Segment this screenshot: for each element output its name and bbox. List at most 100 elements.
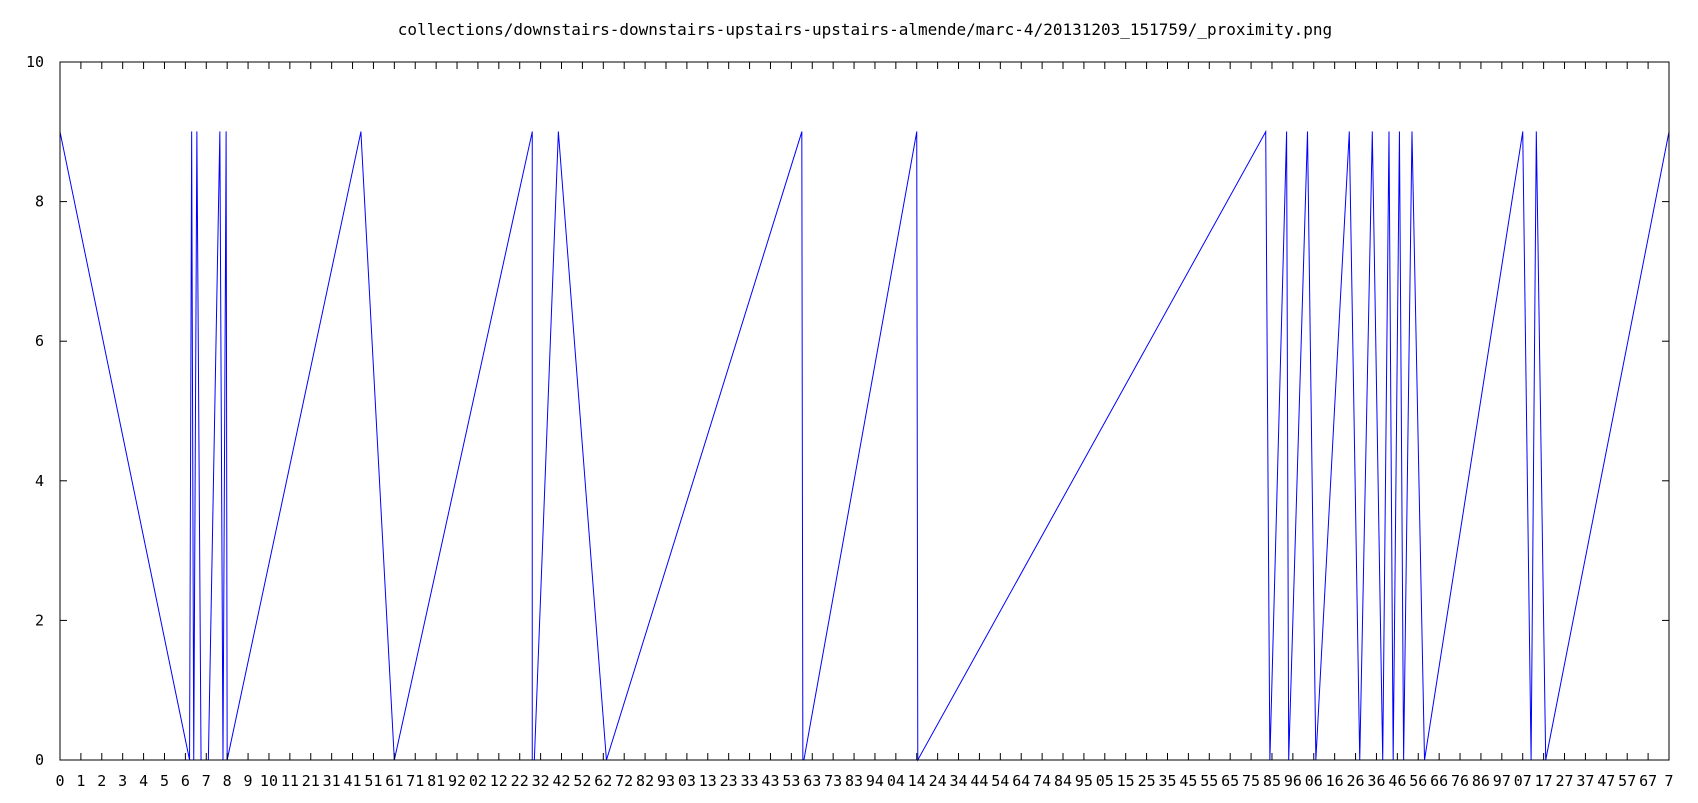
plot-frame	[59, 61, 1670, 761]
x-tick-label: 64	[1012, 772, 1030, 790]
x-tick-label: 24	[929, 772, 947, 790]
x-tick-label: 67	[1639, 772, 1657, 790]
x-tick-label: 26	[1347, 772, 1365, 790]
series-1-point	[191, 131, 193, 133]
x-tick-label: 27	[1555, 772, 1573, 790]
x-tick-label: 93	[657, 772, 675, 790]
x-tick-label: 9	[244, 772, 253, 790]
x-tick-label: 65	[1221, 772, 1239, 790]
x-tick-label: 53	[782, 772, 800, 790]
y-tick-label: 6	[35, 332, 44, 350]
series-1-point	[360, 131, 362, 133]
series-1-point	[1522, 131, 1524, 133]
x-tick-label: 95	[1075, 772, 1093, 790]
x-tick-label: 7	[202, 772, 211, 790]
x-tick-label: 25	[1138, 772, 1156, 790]
x-tick-label: 36	[1367, 772, 1385, 790]
x-tick-label: 17	[1535, 772, 1553, 790]
x-tick-label: 22	[511, 772, 529, 790]
x-tick-label: 13	[699, 772, 717, 790]
x-tick-label: 7	[1664, 772, 1673, 790]
x-tick-label: 1	[76, 772, 85, 790]
x-tick-label: 0	[55, 772, 64, 790]
x-tick-label: 97	[1493, 772, 1511, 790]
series-1-point	[1306, 131, 1309, 133]
x-tick-label: 84	[1054, 772, 1072, 790]
x-tick-label: 02	[469, 772, 487, 790]
x-tick-label: 71	[406, 772, 424, 790]
x-tick-label: 85	[1263, 772, 1281, 790]
x-tick-label: 41	[344, 772, 362, 790]
x-tick-label: 11	[281, 772, 299, 790]
x-tick-label: 2	[97, 772, 106, 790]
x-tick-label: 35	[1158, 772, 1176, 790]
x-tick-label: 3	[118, 772, 127, 790]
y-tick-label: 10	[26, 53, 44, 71]
x-tick-label: 62	[594, 772, 612, 790]
x-tick-label: 92	[448, 772, 466, 790]
chart-title: collections/downstairs-downstairs-upstai…	[398, 20, 1332, 39]
x-tick-label: 57	[1618, 772, 1636, 790]
x-tick-label: 46	[1388, 772, 1406, 790]
x-tick-label: 05	[1096, 772, 1114, 790]
x-tick-label: 74	[1033, 772, 1051, 790]
x-tick-label: 81	[427, 772, 445, 790]
x-tick-label: 83	[845, 772, 863, 790]
x-tick-label: 86	[1472, 772, 1490, 790]
series-1-point	[916, 131, 918, 133]
x-tick-label: 21	[302, 772, 320, 790]
series-1-point	[1398, 131, 1401, 133]
x-axis: 0 1 2 3 4 5 6 7 8 9 10 11 21 31 41 51 61 71 81 92 02 12 22 32 42…	[55, 62, 1674, 790]
y-tick-label: 4	[35, 472, 44, 490]
x-tick-label: 54	[991, 772, 1009, 790]
x-tick-label: 14	[908, 772, 926, 790]
y-tick-label: 8	[35, 193, 44, 211]
x-tick-label: 32	[532, 772, 550, 790]
x-tick-label: 63	[803, 772, 821, 790]
x-tick-label: 42	[552, 772, 570, 790]
series-1-point	[1535, 131, 1537, 133]
series-1-point	[531, 131, 533, 133]
x-tick-label: 33	[741, 772, 759, 790]
y-axis: 0 2 4 6 8 10	[26, 53, 1669, 769]
x-tick-label: 31	[323, 772, 341, 790]
series-1-point	[801, 131, 803, 133]
x-tick-label: 03	[678, 772, 696, 790]
series-1-point	[196, 131, 198, 133]
x-tick-label: 44	[970, 772, 988, 790]
x-tick-label: 47	[1597, 772, 1615, 790]
series-1-point	[1388, 131, 1390, 133]
x-tick-label: 6	[181, 772, 190, 790]
x-tick-label: 66	[1430, 772, 1448, 790]
series-1-point	[1348, 131, 1350, 133]
x-tick-label: 75	[1242, 772, 1260, 790]
series-1-point	[219, 131, 221, 133]
x-tick-label: 56	[1409, 772, 1427, 790]
x-tick-label: 16	[1326, 772, 1344, 790]
x-tick-label: 07	[1514, 772, 1532, 790]
x-tick-label: 72	[615, 772, 633, 790]
x-tick-label: 55	[1200, 772, 1218, 790]
x-tick-label: 06	[1305, 772, 1323, 790]
x-tick-label: 76	[1451, 772, 1469, 790]
series-1-point	[1411, 131, 1413, 133]
x-tick-label: 8	[223, 772, 232, 790]
x-tick-label: 43	[761, 772, 779, 790]
series-1-point	[557, 131, 559, 133]
series-line-1	[59, 129, 1670, 762]
x-tick-label: 61	[385, 772, 403, 790]
x-tick-label: 12	[490, 772, 508, 790]
series-1-point	[1265, 131, 1267, 133]
x-tick-label: 45	[1179, 772, 1197, 790]
x-tick-label: 04	[887, 772, 905, 790]
x-tick-label: 23	[720, 772, 738, 790]
x-tick-label: 52	[573, 772, 591, 790]
y-tick-label: 2	[35, 611, 44, 629]
y-tick-label: 0	[35, 751, 44, 769]
x-tick-label: 37	[1576, 772, 1594, 790]
x-tick-label: 96	[1284, 772, 1302, 790]
x-tick-label: 10	[260, 772, 278, 790]
